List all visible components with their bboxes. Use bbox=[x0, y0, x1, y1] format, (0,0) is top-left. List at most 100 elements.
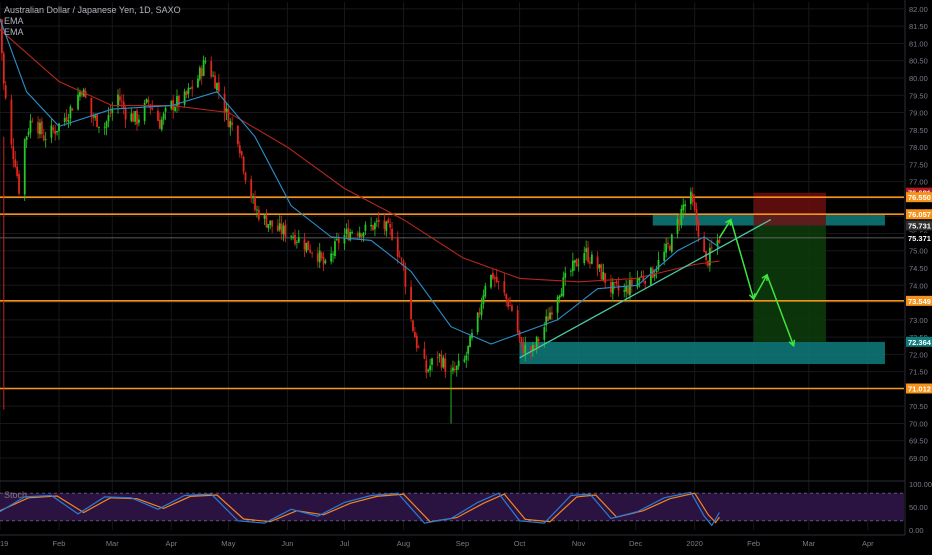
candle-body bbox=[54, 130, 57, 135]
ema-slow-line bbox=[0, 29, 720, 283]
candle-body bbox=[349, 231, 352, 241]
candle-body bbox=[400, 258, 403, 260]
candle-body bbox=[120, 100, 123, 102]
stoch-label[interactable]: Stoch bbox=[4, 490, 28, 500]
candle-body bbox=[610, 281, 612, 293]
candle-body bbox=[271, 220, 274, 227]
candle-body bbox=[665, 243, 668, 253]
candle-body bbox=[71, 108, 74, 111]
candle-body bbox=[583, 253, 586, 264]
candle-body bbox=[676, 218, 679, 234]
candle-body bbox=[531, 345, 534, 351]
candle-body bbox=[535, 336, 538, 348]
projection-segment bbox=[730, 219, 755, 300]
candle-body bbox=[423, 348, 426, 359]
y-tick-label: 74.00 bbox=[909, 281, 928, 290]
candle-body bbox=[495, 276, 498, 283]
candle-body bbox=[585, 248, 588, 253]
candle-body bbox=[164, 108, 167, 112]
candle-body bbox=[356, 233, 359, 236]
candle-body bbox=[710, 247, 713, 249]
candle-body bbox=[223, 93, 226, 114]
candle-body bbox=[655, 270, 658, 273]
candle-body bbox=[324, 260, 327, 263]
candle-body bbox=[307, 240, 310, 250]
candle-body bbox=[602, 271, 605, 281]
candle-body bbox=[320, 252, 323, 258]
candle-body bbox=[663, 251, 666, 262]
candle-body bbox=[431, 358, 433, 365]
candle-body bbox=[105, 121, 108, 128]
candle-body bbox=[210, 61, 213, 77]
candle-body bbox=[282, 225, 285, 235]
candle-body bbox=[92, 115, 95, 119]
candle-body bbox=[364, 224, 367, 231]
candle-body bbox=[269, 220, 272, 225]
candle-body bbox=[374, 222, 376, 230]
x-tick-label: Dec bbox=[629, 539, 643, 548]
candle-body bbox=[56, 130, 58, 133]
candle-body bbox=[94, 115, 97, 118]
candle-body bbox=[111, 108, 114, 113]
candle-body bbox=[547, 316, 550, 322]
price-label: 71.012 bbox=[908, 384, 931, 393]
candle-body bbox=[69, 106, 72, 119]
y-tick-label: 69.00 bbox=[909, 454, 928, 463]
x-tick-label: Sep bbox=[456, 539, 469, 548]
candle-body bbox=[151, 108, 154, 110]
indicator-label-ema-2[interactable]: EMA bbox=[4, 27, 24, 37]
candle-body bbox=[571, 260, 574, 272]
candle-body bbox=[335, 239, 338, 241]
indicator-label-ema-1[interactable]: EMA bbox=[4, 16, 24, 26]
candle-body bbox=[695, 209, 698, 223]
stoch-band bbox=[0, 493, 904, 521]
candle-body bbox=[238, 145, 241, 154]
candle-body bbox=[455, 365, 458, 370]
candle-body bbox=[40, 121, 43, 135]
candle-body bbox=[465, 355, 468, 360]
candle-body bbox=[484, 285, 487, 297]
candle-body bbox=[240, 151, 243, 156]
candle-body bbox=[482, 295, 485, 305]
y-tick-label: 71.50 bbox=[909, 368, 928, 377]
candle-body bbox=[389, 223, 392, 228]
candle-body bbox=[383, 220, 386, 230]
candle-body bbox=[427, 369, 430, 372]
candle-body bbox=[644, 281, 647, 284]
candle-body bbox=[162, 113, 165, 120]
candle-body bbox=[669, 245, 671, 251]
candle-body bbox=[452, 367, 454, 371]
candle-body bbox=[402, 260, 405, 266]
candle-body bbox=[627, 287, 629, 294]
candle-body bbox=[391, 228, 393, 240]
target-zone bbox=[753, 225, 826, 342]
y-tick-label: 77.50 bbox=[909, 160, 928, 169]
candle-body bbox=[204, 61, 207, 63]
candle-body bbox=[524, 344, 527, 354]
y-tick-label: 78.00 bbox=[909, 143, 928, 152]
candle-body bbox=[1, 19, 3, 53]
stoch-d-line bbox=[0, 492, 720, 524]
price-label-bg bbox=[906, 220, 932, 231]
candle-body bbox=[25, 136, 28, 141]
candle-body bbox=[334, 241, 336, 257]
support-zone bbox=[519, 341, 885, 365]
candle-body bbox=[183, 91, 186, 105]
candle-body bbox=[490, 274, 492, 288]
candle-body bbox=[707, 261, 709, 266]
projection-segment bbox=[766, 274, 795, 346]
candle-body bbox=[457, 360, 460, 367]
candle-body bbox=[276, 225, 279, 232]
candle-body bbox=[436, 356, 439, 358]
candle-body bbox=[347, 228, 350, 241]
y-tick-label: 75.00 bbox=[909, 247, 928, 256]
candle-body bbox=[680, 209, 683, 226]
candle-body bbox=[79, 91, 81, 97]
candle-body bbox=[469, 336, 471, 348]
candle-body bbox=[316, 253, 319, 262]
candle-body bbox=[330, 253, 333, 262]
candle-body bbox=[12, 146, 15, 160]
candle-body bbox=[231, 122, 234, 125]
candle-body bbox=[10, 99, 13, 145]
